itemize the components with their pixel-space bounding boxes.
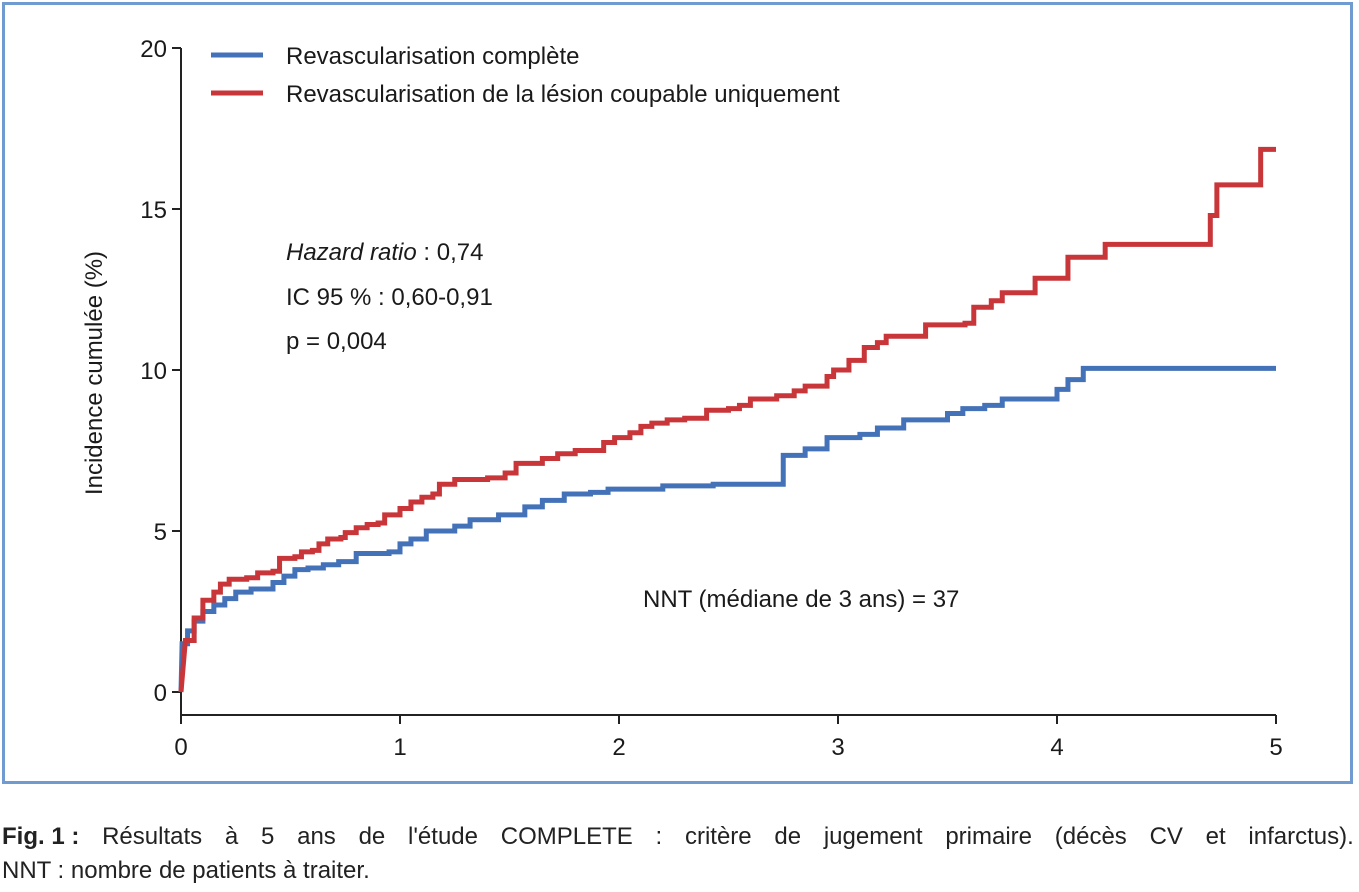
y-axis-label: Incidence cumulée (%)	[81, 251, 108, 495]
caption-word: CV	[1149, 823, 1183, 850]
hazard-ratio-value: : 0,74	[417, 239, 484, 266]
x-tick-label-0: 0	[174, 734, 187, 761]
legend: Revascularisation complète Revascularisat…	[211, 43, 840, 108]
legend-label-1: Revascularisation complète	[286, 43, 579, 70]
caption-word: :	[655, 823, 663, 850]
km-chart: 0 5 10 15 20 0 1 2 3 4 5 Revascularisation complèt…	[81, 36, 1283, 761]
caption-word: et	[1205, 823, 1226, 850]
series-line-2	[178, 146, 1276, 693]
y-tick-label-0: 0	[154, 680, 167, 707]
x-tick-label-2: 2	[612, 734, 625, 761]
caption-word: jugement	[823, 823, 923, 850]
caption-word: à	[224, 823, 239, 850]
ci-annotation: IC 95 % : 0,60-0,91	[286, 284, 493, 311]
fig-label: Fig. 1 :	[2, 823, 80, 850]
axes: 0 5 10 15 20 0 1 2 3 4 5	[140, 36, 1282, 761]
caption-word: Résultats	[102, 823, 203, 850]
x-tick-label-5: 5	[1269, 734, 1282, 761]
x-tick-label-1: 1	[393, 734, 406, 761]
series-layer	[178, 146, 1276, 693]
caption-word: primaire	[945, 823, 1033, 850]
nnt-annotation: NNT (médiane de 3 ans) = 37	[643, 586, 959, 613]
caption-line-2: NNT : nombre de patients à traiter.	[2, 857, 370, 884]
p-value-annotation: p = 0,004	[286, 328, 387, 355]
series-line-1	[178, 365, 1276, 693]
y-tick-label-20: 20	[140, 36, 167, 63]
caption-word: COMPLETE	[500, 823, 633, 850]
caption-word: infarctus).	[1248, 823, 1354, 850]
caption-word: critère	[684, 823, 752, 850]
hazard-ratio-label: Hazard ratio	[286, 239, 417, 266]
caption-word: de	[358, 823, 386, 850]
caption-line-1: Fig. 1 : Résultats à 5 ans de l'étude COMPLETE:…	[2, 820, 1354, 854]
y-tick-label-10: 10	[140, 358, 167, 385]
figure-caption: Fig. 1 : Résultats à 5 ans de l'étude COMPLETE:…	[2, 820, 1354, 888]
hazard-ratio-annotation: Hazard ratio : 0,74	[286, 239, 483, 266]
y-tick-label-5: 5	[154, 519, 167, 546]
y-tick-label-15: 15	[140, 197, 167, 224]
caption-word: de	[774, 823, 802, 850]
caption-word: l'étude	[408, 823, 478, 850]
x-tick-label-3: 3	[831, 734, 844, 761]
caption-word: 5	[261, 823, 275, 850]
x-tick-label-4: 4	[1050, 734, 1063, 761]
caption-word: (décès	[1054, 823, 1127, 850]
chart-frame: 0 5 10 15 20 0 1 2 3 4 5 Revascularisation complèt…	[2, 2, 1353, 784]
caption-word: ans	[297, 823, 336, 850]
legend-label-2: Revascularisation de la lésion coupable …	[286, 81, 840, 108]
